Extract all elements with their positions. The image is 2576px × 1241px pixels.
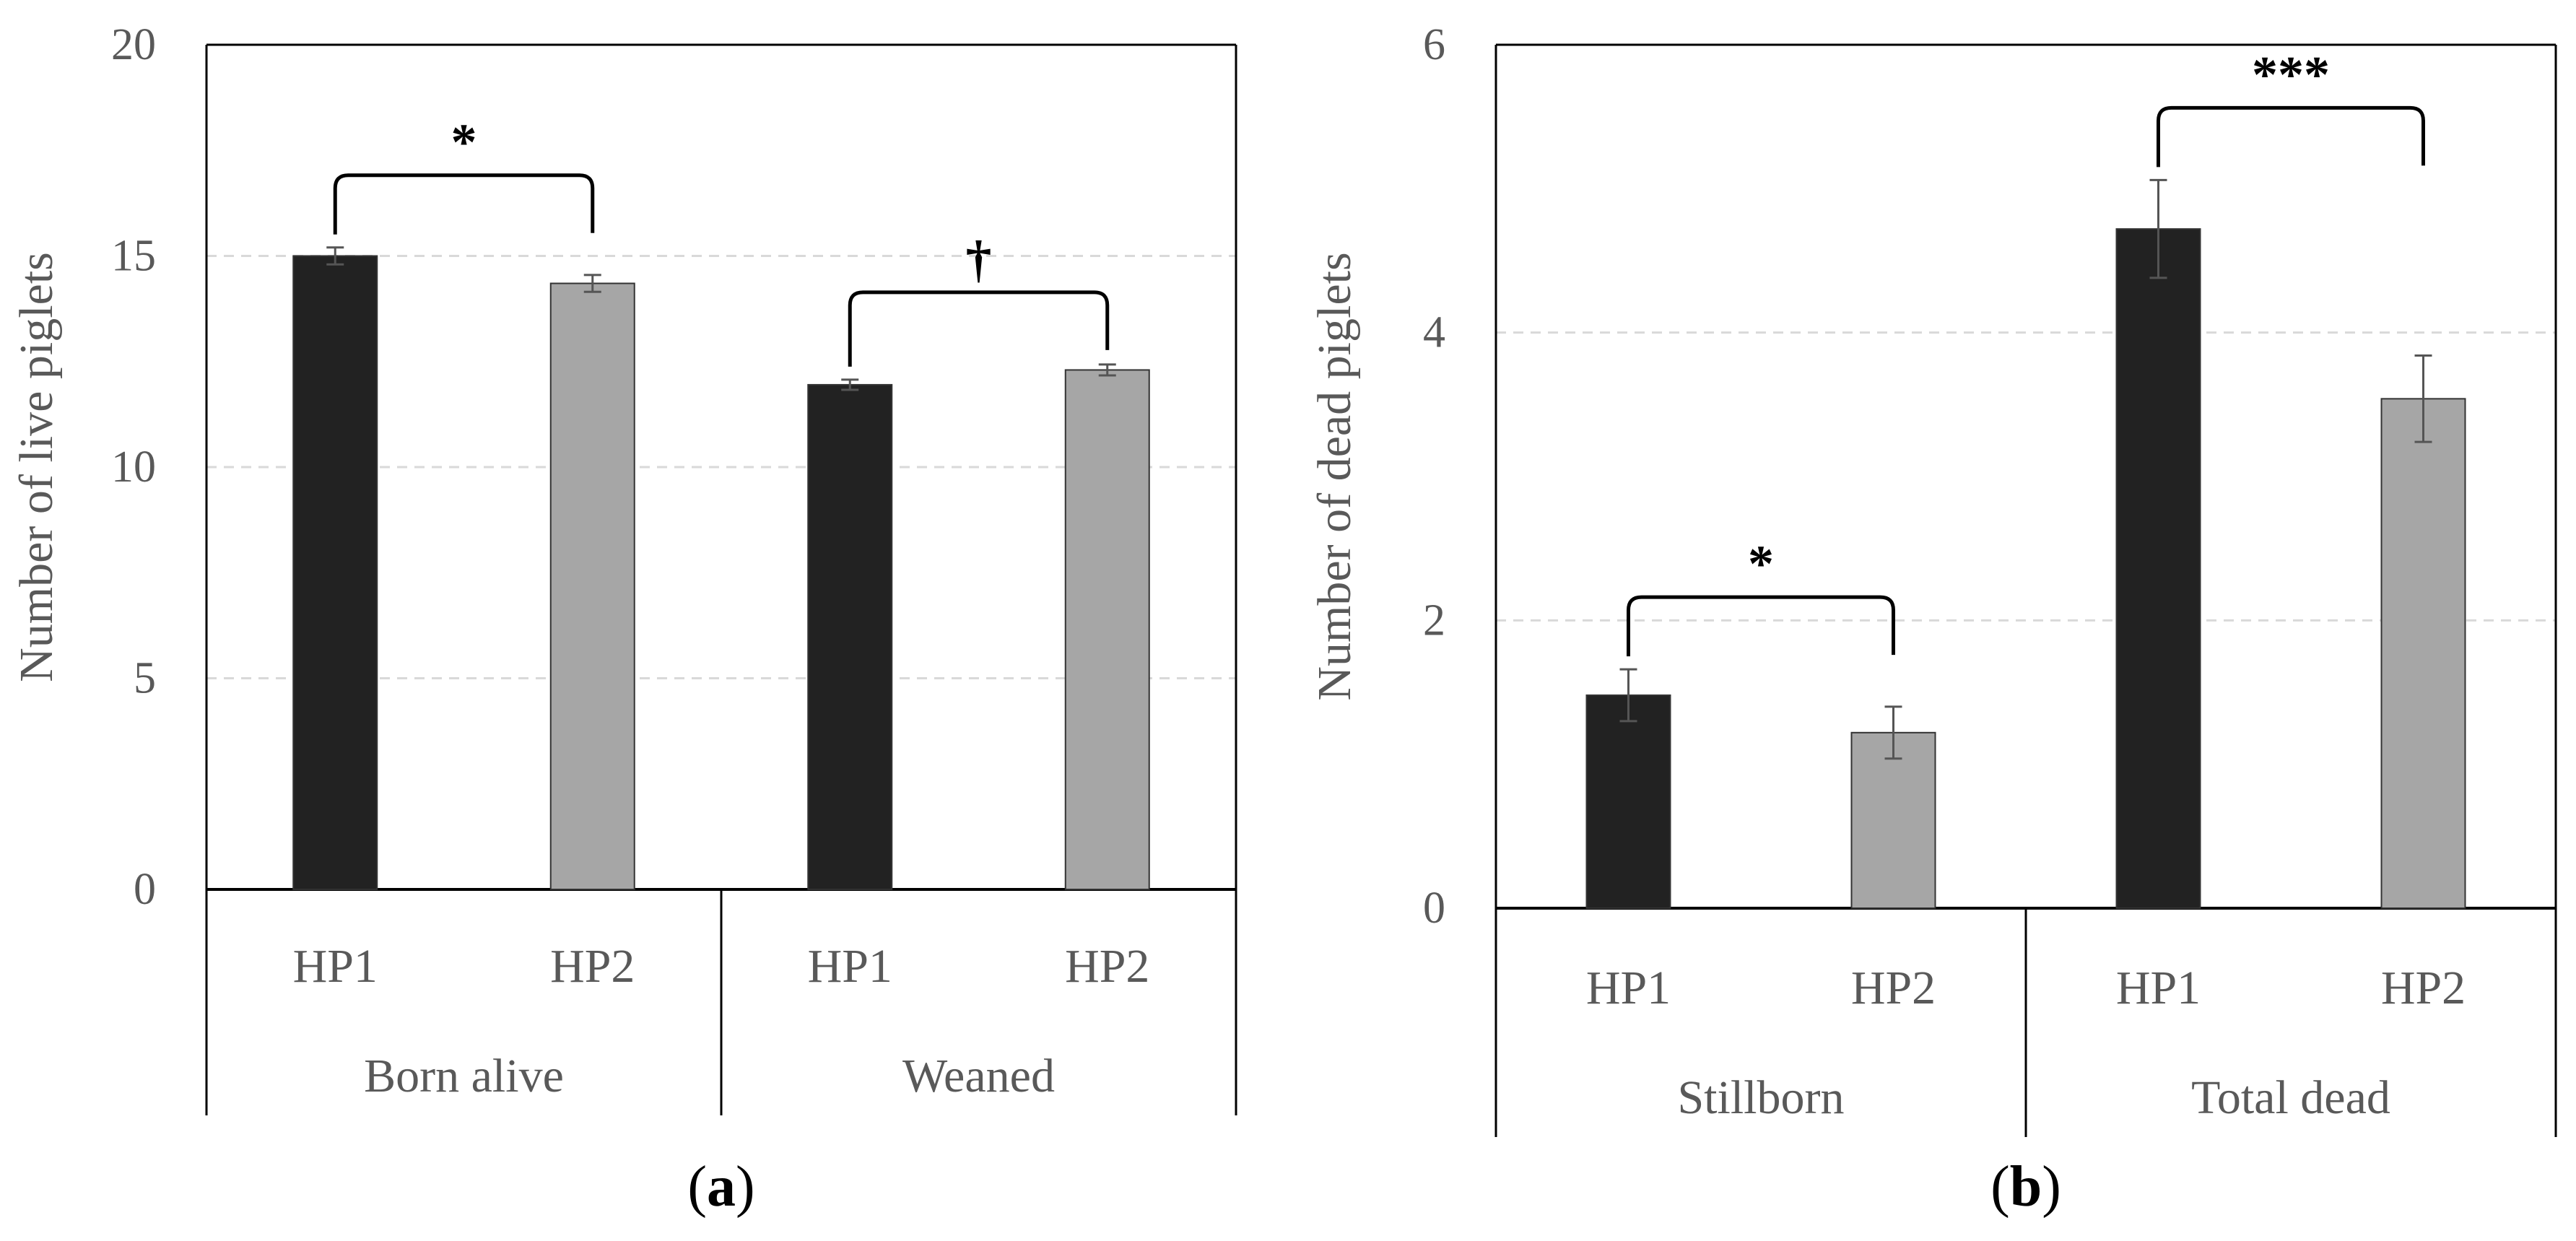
significance-bracket [333, 173, 595, 235]
y-axis-title: Number of dead piglets [1308, 252, 1361, 700]
y-tick-label: 20 [111, 20, 156, 69]
bar-hp2 [1064, 369, 1150, 890]
x-tick-label: HP1 [2116, 962, 2201, 1014]
y-tick-label: 4 [1423, 308, 1445, 357]
y-axis-title: Number of live piglets [10, 252, 63, 682]
group-label: Weaned [902, 1050, 1055, 1102]
y-tick-label: 15 [111, 232, 156, 281]
group-label: Stillborn [1677, 1071, 1844, 1124]
x-tick-label: HP1 [293, 940, 378, 993]
panel-label-paren: ) [736, 1155, 755, 1219]
bar-hp1 [807, 383, 893, 890]
y-tick-label: 6 [1423, 20, 1445, 69]
x-tick-label: HP2 [1851, 962, 1936, 1014]
y-tick-label: 2 [1423, 596, 1445, 645]
y-tick-label: 0 [134, 865, 156, 914]
panel-label-paren: ( [687, 1155, 707, 1219]
panel-label: (a) [687, 1155, 754, 1219]
x-tick-label: HP1 [1586, 962, 1671, 1014]
group-label: Total dead [2191, 1071, 2390, 1124]
group-label: Born alive [364, 1050, 564, 1102]
bar-hp2 [2380, 398, 2466, 909]
panel-label-paren: ) [2042, 1155, 2061, 1219]
panel-label-paren: ( [1990, 1155, 2010, 1219]
panel-label-letter: a [707, 1155, 736, 1219]
chart-panel-a: 0 5 10 15 20 Number of live piglets HP1 HP2 Born… [10, 20, 1237, 1219]
significance-bracket [848, 290, 1110, 367]
significance-bracket [2157, 105, 2425, 167]
y-tick-label: 10 [111, 443, 156, 492]
y-tick-label: 0 [1423, 884, 1445, 933]
significance-marker: * [451, 113, 477, 171]
significance-marker: * [1748, 535, 1774, 593]
bar-hp1 [2115, 228, 2201, 909]
bar-hp1 [292, 255, 378, 890]
y-tick-label: 5 [134, 654, 156, 703]
significance-marker: *** [2252, 45, 2330, 103]
panel-label-letter: b [2010, 1155, 2042, 1219]
significance-bracket [1627, 595, 1895, 657]
significance-marker: † [966, 230, 992, 288]
x-tick-label: HP2 [2381, 962, 2466, 1014]
bar-hp1 [1585, 694, 1671, 910]
x-tick-label: HP2 [1065, 940, 1149, 993]
x-tick-label: HP2 [550, 940, 635, 993]
bar-hp2 [549, 282, 635, 890]
bar-hp2 [1850, 731, 1936, 910]
panel-label: (b) [1990, 1155, 2061, 1219]
x-tick-label: HP1 [808, 940, 892, 993]
chart-panel-b: 0 2 4 6 Number of dead piglets HP1 HP2 Stillbor… [1308, 20, 2557, 1219]
